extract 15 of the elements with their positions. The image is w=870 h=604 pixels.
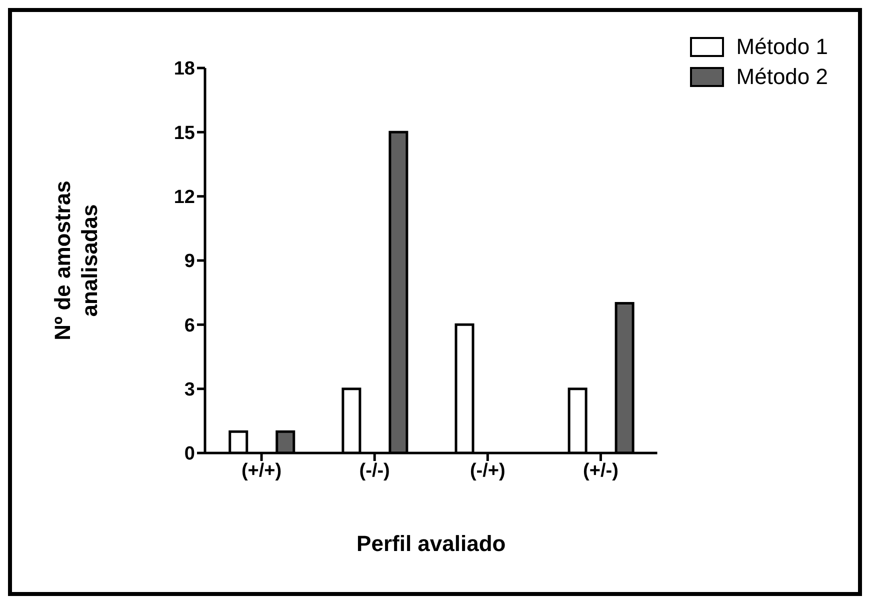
y-tick-label: 9 — [184, 251, 195, 272]
y-tick-label: 12 — [174, 187, 195, 208]
x-tick-label: (-/+) — [470, 460, 506, 482]
y-tick-label: 15 — [174, 122, 196, 144]
x-axis-title: Perfil avaliado — [356, 531, 506, 556]
legend-label: Método 2 — [736, 64, 828, 90]
x-tick-label: (+/-) — [583, 460, 618, 482]
y-tick-label: 0 — [184, 444, 195, 465]
x-tick-label: (-/-) — [359, 460, 390, 482]
y-tick-label: 3 — [184, 380, 195, 401]
y-tick-label: 18 — [174, 58, 195, 80]
legend-label: Método 1 — [736, 34, 828, 60]
x-tick-label: (+/+) — [241, 460, 282, 482]
y-tick-label: 6 — [184, 315, 195, 336]
y-axis-title: Nº de amostras analisadas — [50, 180, 102, 340]
